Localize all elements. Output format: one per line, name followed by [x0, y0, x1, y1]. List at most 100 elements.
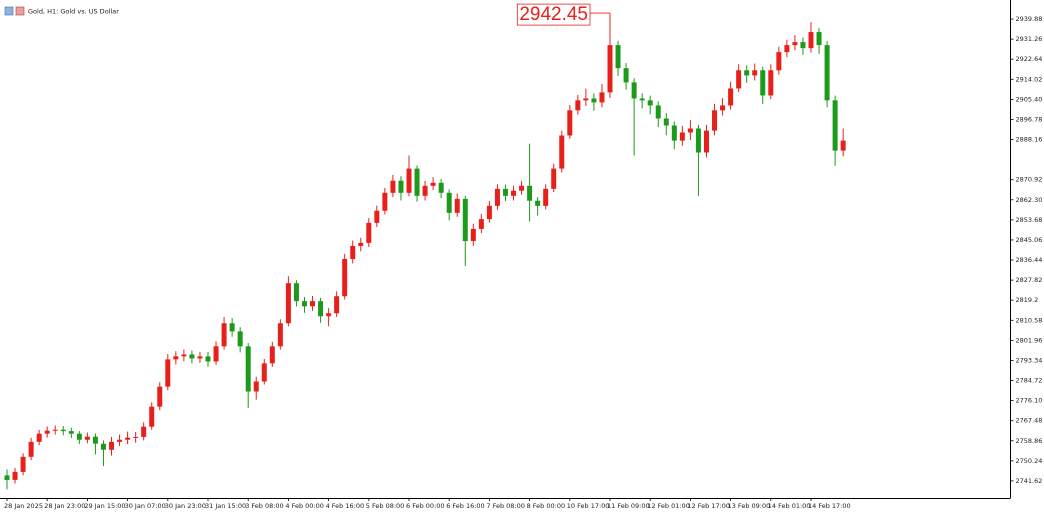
- candle-body: [109, 441, 115, 450]
- candle-body: [406, 168, 412, 193]
- candle-body: [486, 205, 492, 220]
- candle-body: [237, 331, 243, 347]
- candle-body: [277, 323, 283, 347]
- candle-body: [269, 346, 275, 364]
- symbol-icons: [4, 6, 25, 16]
- candle-body: [213, 346, 219, 362]
- candle-body: [543, 188, 549, 206]
- y-tick-label: 2741.62: [1016, 477, 1043, 485]
- candle-body: [68, 431, 74, 434]
- candle-body: [454, 198, 460, 213]
- candle-body: [752, 70, 758, 76]
- y-tick-label: 2939.88: [1016, 15, 1043, 23]
- candle-body: [430, 182, 436, 186]
- candle-body: [575, 100, 581, 111]
- x-tick-label: 12 Feb 01:00: [647, 502, 690, 510]
- candle-body: [261, 363, 267, 382]
- candle-body: [133, 436, 139, 438]
- candle-body: [583, 98, 589, 101]
- candle-body: [663, 118, 669, 126]
- candle-body: [125, 437, 131, 440]
- candle-body: [318, 301, 324, 317]
- candle-body: [599, 92, 605, 103]
- candle-body: [744, 70, 750, 76]
- y-tick-label: 2905.40: [1016, 95, 1043, 103]
- candle-body: [591, 98, 597, 103]
- x-tick-label: 7 Feb 08:00: [486, 502, 525, 510]
- candle-body: [639, 98, 645, 101]
- candle-body: [310, 301, 316, 307]
- candle-body: [784, 45, 790, 53]
- candle-body: [446, 192, 452, 213]
- y-tick-label: 2931.26: [1016, 35, 1043, 43]
- y-tick-label: 2888.16: [1016, 136, 1043, 144]
- candle-body: [808, 32, 814, 49]
- candle-body: [350, 245, 356, 259]
- x-tick-label: 28 Jan 23:00: [44, 502, 85, 510]
- chart-title: Gold, H1: Gold vs. US Dollar: [28, 8, 119, 16]
- candle-body: [567, 110, 573, 136]
- candle-body: [623, 68, 629, 83]
- y-tick-label: 2922.64: [1016, 55, 1043, 63]
- candle-body: [165, 359, 171, 387]
- x-tick-label: 14 Feb 01:00: [768, 502, 811, 510]
- x-tick-label: 28 Jan 2025: [4, 502, 43, 510]
- x-tick-label: 14 Feb 17:00: [808, 502, 851, 510]
- candle-body: [12, 471, 18, 480]
- candle-body: [816, 32, 822, 46]
- candle-body: [390, 180, 396, 193]
- candle-body: [205, 356, 211, 362]
- candle-body: [840, 140, 846, 151]
- candle-body: [60, 429, 66, 432]
- x-tick-label: 3 Feb 08:00: [245, 502, 284, 510]
- y-tick-label: 2827.82: [1016, 276, 1043, 284]
- candle-body: [800, 42, 806, 49]
- candle-body: [712, 110, 718, 131]
- candle-body: [301, 301, 307, 307]
- candle-body: [607, 45, 613, 93]
- candle-body: [149, 406, 155, 427]
- y-tick-label: 2750.24: [1016, 457, 1043, 465]
- candle-body: [559, 135, 565, 169]
- candle-body: [462, 198, 468, 242]
- x-tick-label: 8 Feb 00:00: [527, 502, 566, 510]
- candle-body: [414, 168, 420, 196]
- candle-body: [760, 70, 766, 96]
- candle-body: [502, 188, 508, 196]
- candle-body: [245, 346, 251, 392]
- candle-body: [181, 354, 187, 357]
- candle-body: [776, 52, 782, 71]
- candle-body: [326, 313, 332, 317]
- x-tick-label: 29 Jan 15:00: [84, 502, 125, 510]
- candle-body: [438, 182, 444, 193]
- candle-body: [703, 130, 709, 153]
- candle-body: [141, 426, 147, 437]
- candle-body: [20, 456, 26, 472]
- candle-body: [736, 70, 742, 89]
- candle-body: [173, 356, 179, 360]
- y-tick-label: 2870.92: [1016, 176, 1043, 184]
- y-tick-label: 2853.68: [1016, 216, 1043, 224]
- candle-body: [527, 185, 533, 201]
- x-tick-label: 10 Feb 17:00: [567, 502, 610, 510]
- candle-body: [117, 439, 123, 442]
- candle-body: [4, 475, 10, 480]
- y-tick-label: 2914.02: [1016, 75, 1043, 83]
- candle-body: [334, 296, 340, 314]
- x-tick-label: 6 Feb 00:00: [406, 502, 445, 510]
- candle-body: [470, 228, 476, 242]
- x-tick-label: 6 Feb 16:00: [446, 502, 485, 510]
- x-tick-label: 30 Jan 23:00: [165, 502, 206, 510]
- y-tick-label: 2784.72: [1016, 377, 1043, 385]
- candle-body: [100, 443, 106, 450]
- candle-body: [551, 168, 557, 189]
- candle-body: [253, 381, 259, 392]
- x-tick-label: 30 Jan 07:00: [125, 502, 166, 510]
- x-tick-label: 4 Feb 16:00: [326, 502, 365, 510]
- candle-body: [366, 222, 372, 243]
- icon: [15, 6, 25, 16]
- candle-body: [768, 70, 774, 96]
- candle-body: [52, 429, 58, 431]
- candle-body: [285, 283, 291, 324]
- candle-body: [221, 323, 227, 347]
